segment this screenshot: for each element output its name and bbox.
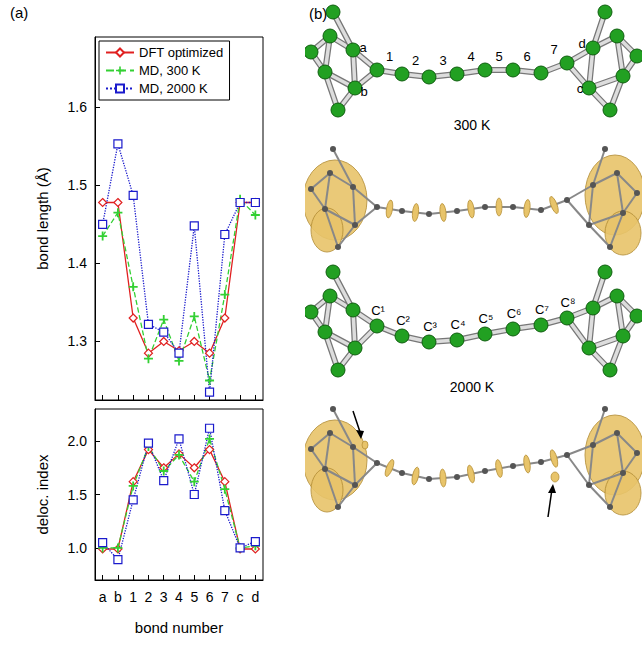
svg-text:4: 4 [467,49,474,64]
svg-text:C⁷: C⁷ [535,302,549,317]
svg-text:a: a [359,40,367,55]
svg-text:5: 5 [190,589,198,605]
svg-text:bond length (Å): bond length (Å) [34,167,51,270]
svg-text:2000 K: 2000 K [450,379,495,395]
svg-text:300 K: 300 K [454,117,491,133]
svg-text:C²: C² [396,313,410,328]
svg-text:C⁶: C⁶ [507,306,522,321]
svg-text:3: 3 [439,53,446,68]
svg-text:C³: C³ [423,319,437,334]
svg-text:1.3: 1.3 [68,333,88,349]
svg-text:6: 6 [206,589,214,605]
svg-text:1.5: 1.5 [68,177,88,193]
svg-text:C⁵: C⁵ [479,311,494,326]
svg-text:1.6: 1.6 [68,99,88,115]
svg-text:2.0: 2.0 [68,433,88,449]
svg-text:1: 1 [129,589,137,605]
svg-text:C⁸: C⁸ [561,295,576,310]
svg-text:MD, 300 K: MD, 300 K [139,63,201,78]
svg-text:c: c [577,81,584,96]
svg-text:1.4: 1.4 [68,255,88,271]
svg-text:4: 4 [175,589,183,605]
svg-text:1.0: 1.0 [68,540,88,556]
svg-text:bond number: bond number [135,619,223,636]
svg-text:(b): (b) [309,5,327,22]
svg-text:6: 6 [523,49,530,64]
svg-text:1.5: 1.5 [68,487,88,503]
svg-text:d: d [251,589,259,605]
svg-text:2: 2 [145,589,153,605]
svg-text:2: 2 [412,53,419,68]
svg-text:a: a [99,589,107,605]
svg-text:deloc. index: deloc. index [34,454,51,535]
svg-text:1: 1 [386,49,393,64]
svg-text:b: b [360,84,367,99]
svg-text:3: 3 [160,589,168,605]
svg-text:DFT optimized: DFT optimized [139,45,223,60]
svg-text:5: 5 [495,49,502,64]
svg-text:b: b [114,589,122,605]
svg-text:MD, 2000 K: MD, 2000 K [139,81,208,96]
svg-text:7: 7 [221,589,229,605]
svg-text:C⁴: C⁴ [451,317,466,332]
svg-text:c: c [237,589,244,605]
svg-text:C¹: C¹ [371,303,385,318]
svg-text:d: d [578,36,585,51]
html-text:(a): (a) [10,4,29,21]
svg-text:7: 7 [550,42,557,57]
